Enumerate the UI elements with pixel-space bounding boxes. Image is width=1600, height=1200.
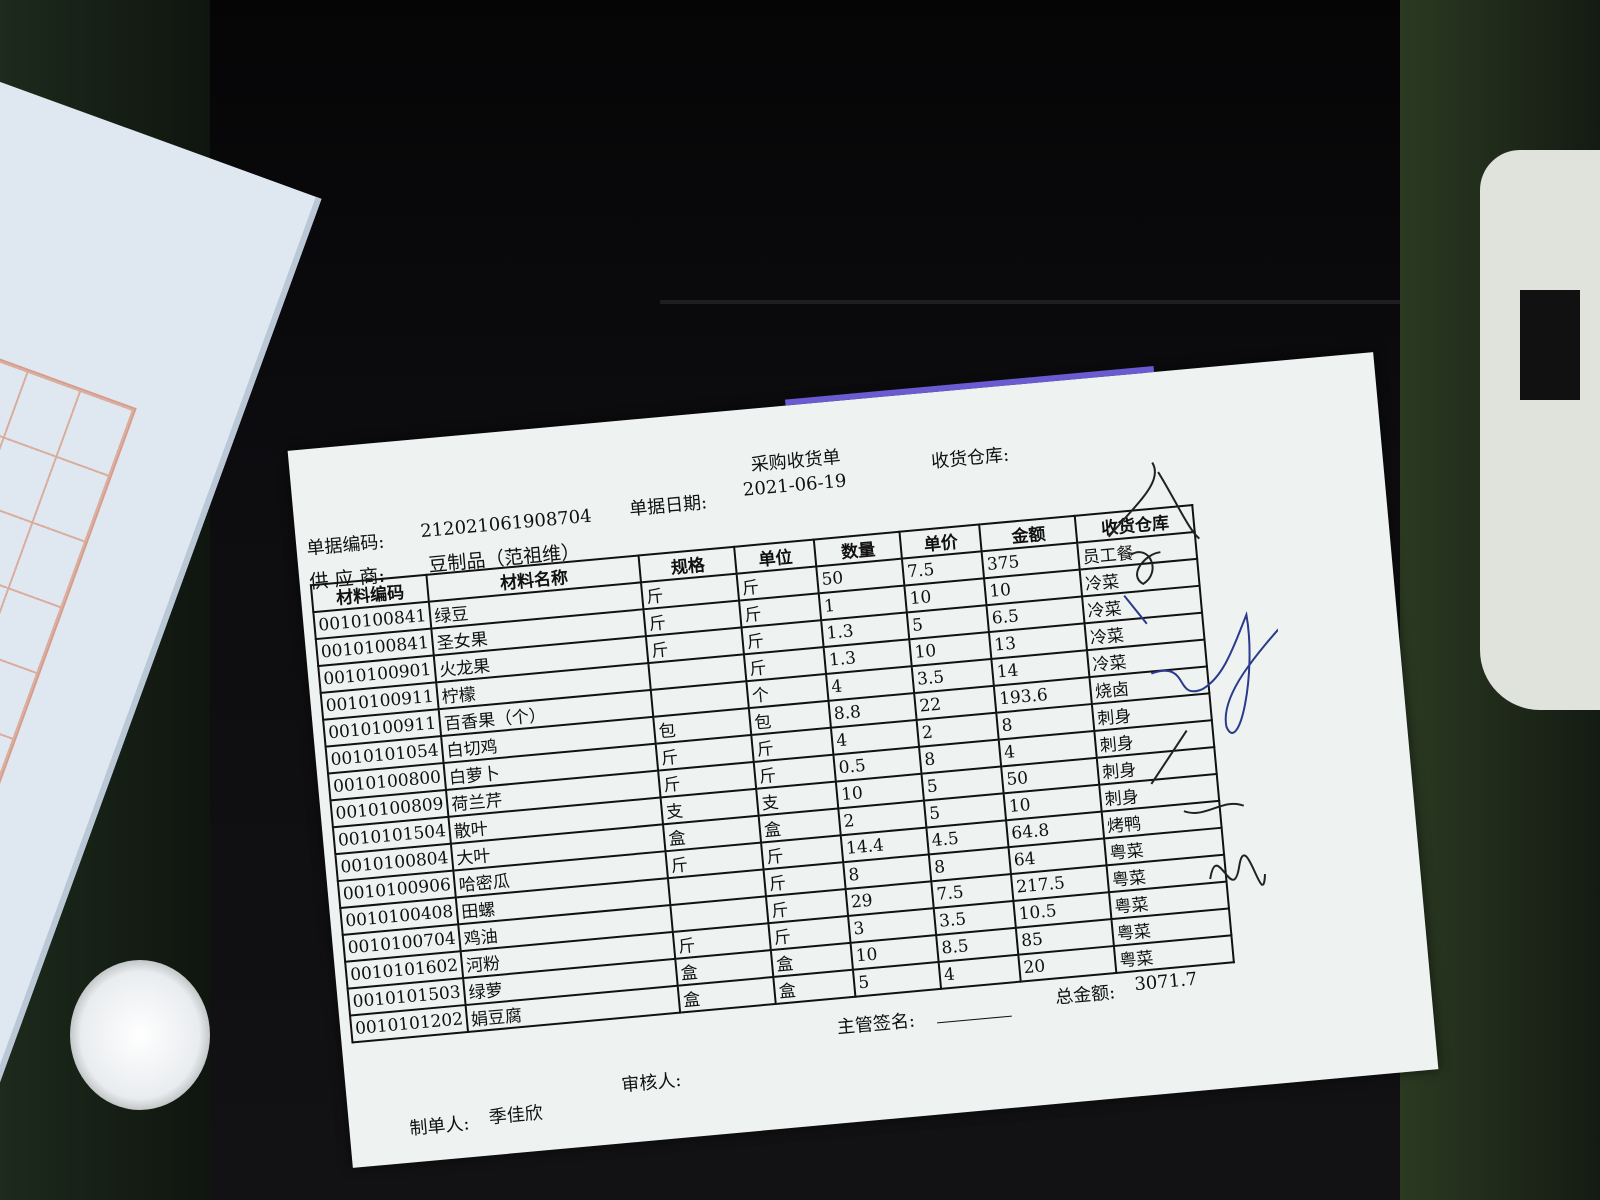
- table-cell: 4: [938, 954, 1021, 989]
- reviewer-label: 审核人:: [620, 1069, 683, 1097]
- warehouse-label: 收货仓库:: [930, 444, 1010, 473]
- purchase-receipt-paper: 采购收货单 收货仓库: 单据日期: 2021-06-19 单据编码: 21202…: [287, 352, 1439, 1168]
- date-label: 单据日期:: [628, 492, 709, 521]
- maker-label: 制单人:: [408, 1113, 471, 1140]
- maker-value: 季佳欣: [487, 1102, 544, 1129]
- lamp-light: [70, 960, 210, 1110]
- doc-no-value: 212021061908704: [419, 505, 593, 543]
- tray-edge: [660, 300, 1540, 304]
- total-value: 3071.7: [1133, 968, 1199, 996]
- total-label: 总金额:: [1054, 982, 1117, 1009]
- handwritten-signatures: [1108, 462, 1308, 886]
- supervisor-label: 主管签名:: [836, 1010, 916, 1039]
- supervisor-signature-line: [935, 997, 1012, 1024]
- white-device: [1480, 150, 1600, 710]
- doc-no-label: 单据编码:: [305, 531, 386, 560]
- device-slot: [1520, 290, 1580, 400]
